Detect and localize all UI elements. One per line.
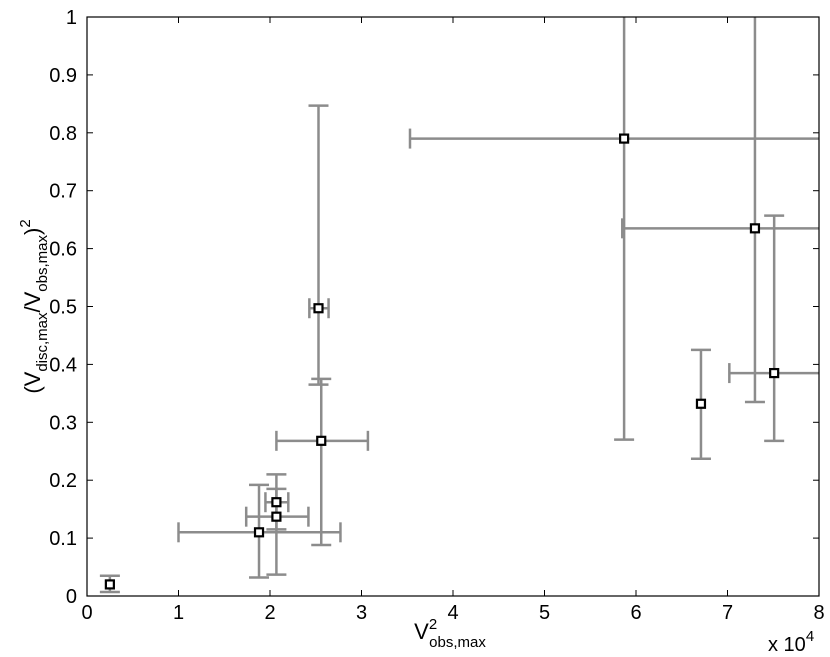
x-axis-multiplier-base: x 10 — [768, 634, 806, 656]
data-point-marker — [769, 367, 780, 379]
y-tick-label: 0.9 — [49, 65, 77, 87]
x-tick-label: 7 — [722, 602, 733, 624]
y-axis-label-close: ) — [20, 228, 45, 235]
data-point-marker — [313, 303, 324, 314]
y-tick-label: 0 — [66, 586, 77, 608]
errorbars-layer — [99, 17, 819, 594]
y-axis-label-sub1: disc,max — [34, 312, 51, 372]
x-axis-multiplier: x 104 — [768, 628, 814, 656]
x-tick-label: 4 — [447, 602, 458, 624]
data-point-marker — [695, 398, 707, 409]
y-tick-label: 0.4 — [49, 354, 77, 376]
x-tick-label: 8 — [813, 602, 824, 624]
data-point-marker — [271, 497, 282, 508]
y-tick-label: 1 — [66, 7, 77, 29]
y-axis-label-mid: /V — [20, 291, 45, 312]
x-tick-label: 2 — [264, 602, 275, 624]
y-tick-label: 0.3 — [49, 412, 77, 434]
data-point-marker — [749, 223, 761, 234]
ticks-layer: 0 1 2 3 4 5 6 7 8 0 0.1 0.2 0.3 0.4 0.5 0.6 0.7 0.8 0.9 1 — [49, 7, 824, 624]
x-axis-label-subscript: obs,max — [429, 634, 486, 651]
data-point-marker — [253, 527, 265, 538]
x-tick-label: 6 — [630, 602, 641, 624]
x-axis-label-superscript: 2 — [429, 616, 437, 633]
y-tick-label: 0.7 — [49, 181, 77, 203]
x-tick-label: 0 — [81, 602, 92, 624]
y-tick-label: 0.1 — [49, 528, 77, 550]
x-axis-multiplier-exponent: 4 — [806, 628, 814, 645]
y-tick-label: 0.5 — [49, 297, 77, 319]
y-tick-label: 0.8 — [49, 123, 77, 145]
y-axis-label: (Vdisc,max/Vobs,max)2 — [17, 219, 51, 393]
data-point-marker — [316, 435, 327, 446]
y-tick-label: 0.2 — [49, 470, 77, 492]
x-tick-label: 1 — [173, 602, 184, 624]
y-axis-label-open: (V — [20, 371, 45, 393]
x-axis-label: V2 obs,max — [414, 616, 486, 651]
data-point-marker — [104, 579, 115, 590]
x-tick-label: 3 — [356, 602, 367, 624]
x-tick-label: 5 — [539, 602, 550, 624]
y-axis-label-sub2: obs,max — [34, 235, 51, 292]
axes-box — [86, 16, 820, 597]
markers-layer — [104, 133, 780, 590]
data-point-marker — [271, 511, 282, 522]
x-axis-label-base: V — [414, 619, 429, 644]
y-tick-label: 0.6 — [49, 239, 77, 261]
data-point-marker — [619, 133, 630, 144]
y-axis-label-superscript: 2 — [17, 219, 34, 227]
